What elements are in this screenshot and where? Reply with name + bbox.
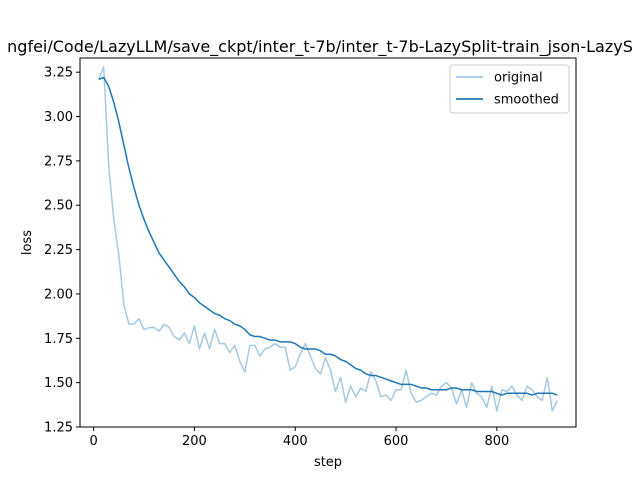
y-tick-label: 3.00 [44, 110, 73, 125]
plot-frame [79, 57, 577, 428]
x-axis: 0 200 400 600 800 [89, 427, 509, 449]
x-tick-label: 800 [484, 434, 509, 449]
y-tick-label: 2.00 [44, 287, 73, 302]
x-tick-label: 200 [182, 434, 207, 449]
y-tick-label: 1.50 [44, 376, 73, 391]
series-layer [97, 66, 559, 412]
legend-label-original: original [494, 71, 543, 86]
legend-box [449, 64, 570, 114]
x-axis-label: step [314, 455, 342, 470]
y-tick-label: 1.25 [44, 421, 73, 436]
y-tick-label: 3.25 [44, 66, 73, 81]
y-axis: 1.25 1.50 1.75 2.00 2.25 2.50 2.75 3.00 3.25 [44, 66, 80, 436]
chart-title: ngfei/Code/LazyLLM/save_ckpt/inter_t-7b/… [7, 37, 633, 57]
x-tick-label: 400 [283, 434, 308, 449]
y-axis-label: loss [20, 230, 35, 255]
series-line-smoothed [98, 76, 558, 396]
y-tick-label: 2.25 [44, 243, 73, 258]
series-line-original [97, 66, 559, 412]
y-tick-label: 1.75 [44, 332, 73, 347]
y-tick-label: 2.50 [44, 199, 73, 214]
x-tick-label: 0 [89, 434, 97, 449]
legend: original smoothed [449, 64, 570, 114]
y-tick-label: 2.75 [44, 154, 73, 169]
x-tick-label: 600 [384, 434, 409, 449]
legend-label-smoothed: smoothed [494, 93, 559, 108]
